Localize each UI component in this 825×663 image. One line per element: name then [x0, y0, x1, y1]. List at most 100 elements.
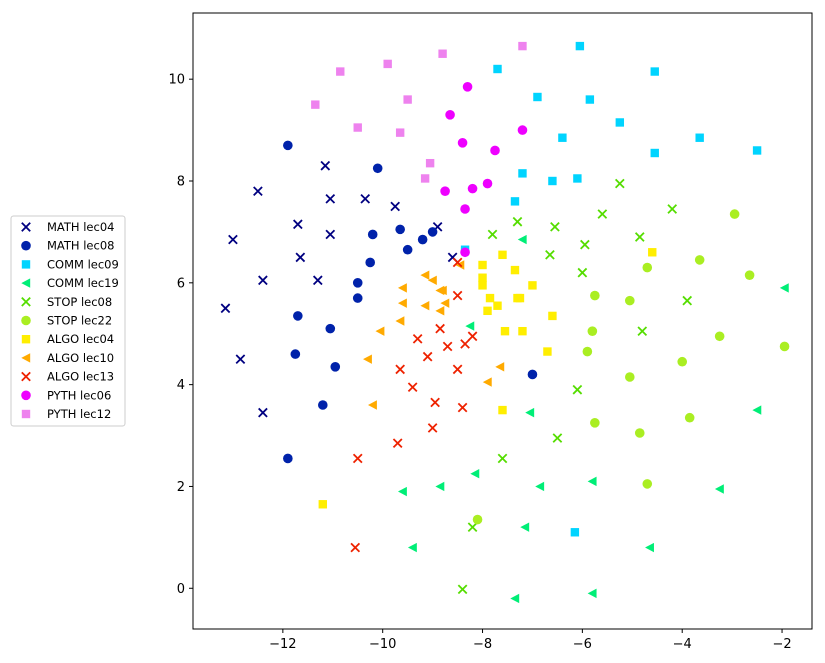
legend-item: MATH lec04: [21, 220, 114, 234]
data-point: [744, 270, 755, 280]
data-point: [452, 364, 463, 375]
data-point: [682, 295, 693, 306]
x-axis: −12 −10 −8 −6 −4 −2: [269, 629, 792, 652]
data-point: [684, 412, 695, 423]
x-tick-label: −10: [369, 637, 396, 652]
data-point: [352, 278, 363, 288]
legend-label: PYTH lec12: [47, 407, 111, 421]
data-point: [677, 356, 688, 367]
data-point: [462, 82, 473, 92]
data-point: [729, 209, 740, 219]
data-point: [427, 227, 438, 237]
data-point: [283, 453, 293, 464]
data-point: [336, 67, 345, 76]
data-point: [478, 281, 487, 290]
data-point: [383, 59, 392, 69]
data-point: [535, 481, 545, 492]
data-point: [420, 301, 430, 311]
legend-box: [10, 215, 126, 427]
data-point: [368, 400, 377, 410]
data-point: [695, 133, 704, 142]
legend-item: MATH lec08: [21, 239, 114, 253]
data-point: [518, 169, 527, 178]
data-point: [293, 311, 303, 321]
data-point: [714, 331, 725, 342]
data-point: [395, 364, 406, 375]
data-point: [500, 326, 510, 336]
data-point: [457, 138, 468, 148]
data-point: [467, 183, 478, 194]
data-point: [452, 290, 463, 301]
data-point: [253, 186, 263, 197]
data-point: [425, 158, 435, 168]
legend-marker: [21, 240, 31, 251]
y-tick-label: 4: [177, 378, 185, 393]
y-tick-label: 10: [168, 73, 185, 88]
data-point: [460, 339, 470, 349]
data-point: [395, 224, 405, 235]
data-point: [482, 377, 492, 387]
data-point: [427, 423, 438, 433]
data-point: [495, 362, 505, 372]
data-point: [258, 407, 268, 418]
data-point: [445, 110, 455, 120]
data-point: [228, 234, 238, 245]
data-point: [470, 469, 480, 479]
data-point: [517, 234, 527, 245]
data-point: [437, 285, 447, 296]
legend-item: PYTH lec12: [21, 407, 111, 421]
data-point: [485, 293, 495, 303]
data-point: [577, 267, 588, 278]
legend-label: ALGO lec10: [47, 351, 114, 365]
data-point: [510, 265, 520, 275]
data-point: [422, 351, 433, 362]
data-point: [752, 405, 762, 415]
legend-item: STOP lec08: [21, 295, 112, 309]
x-tick-label: −4: [673, 637, 692, 652]
data-point: [452, 257, 463, 268]
data-point: [440, 298, 450, 308]
legend-marker: [21, 409, 31, 419]
data-point: [570, 528, 580, 537]
data-point: [457, 402, 468, 413]
data-point: [460, 204, 470, 214]
data-point: [365, 257, 376, 268]
legend-label: COMM lec09: [47, 257, 119, 271]
legend-marker: [21, 315, 31, 326]
data-point: [483, 306, 492, 316]
legend-marker: [21, 222, 31, 232]
series-math-lec08: [283, 140, 538, 464]
data-point: [390, 201, 401, 212]
series-algo-lec10: [363, 260, 505, 410]
data-point: [363, 354, 372, 364]
data-point: [372, 163, 383, 174]
legend-item: ALGO lec04: [21, 332, 114, 346]
series-pyth-lec06: [440, 82, 528, 258]
data-point: [493, 301, 502, 310]
legend-label: PYTH lec06: [47, 388, 111, 402]
series-stop-lec22: [472, 209, 790, 525]
data-point: [392, 438, 403, 449]
data-point: [402, 244, 413, 255]
data-point: [467, 522, 478, 533]
data-point: [573, 174, 582, 183]
data-point: [440, 186, 450, 196]
data-point: [317, 400, 328, 410]
data-point: [420, 270, 430, 280]
data-point: [397, 283, 407, 293]
data-point: [517, 125, 528, 135]
data-point: [590, 290, 600, 301]
data-point: [478, 260, 487, 270]
data-point: [548, 176, 557, 186]
data-point: [493, 64, 502, 74]
legend-marker: [21, 335, 31, 344]
data-point: [472, 514, 483, 525]
data-point: [397, 486, 407, 497]
data-point: [587, 588, 597, 599]
data-point: [412, 333, 423, 344]
series-math-lec04: [220, 160, 458, 418]
data-point: [235, 354, 246, 365]
data-point: [634, 428, 645, 438]
data-point: [552, 433, 563, 443]
data-point: [490, 145, 500, 156]
